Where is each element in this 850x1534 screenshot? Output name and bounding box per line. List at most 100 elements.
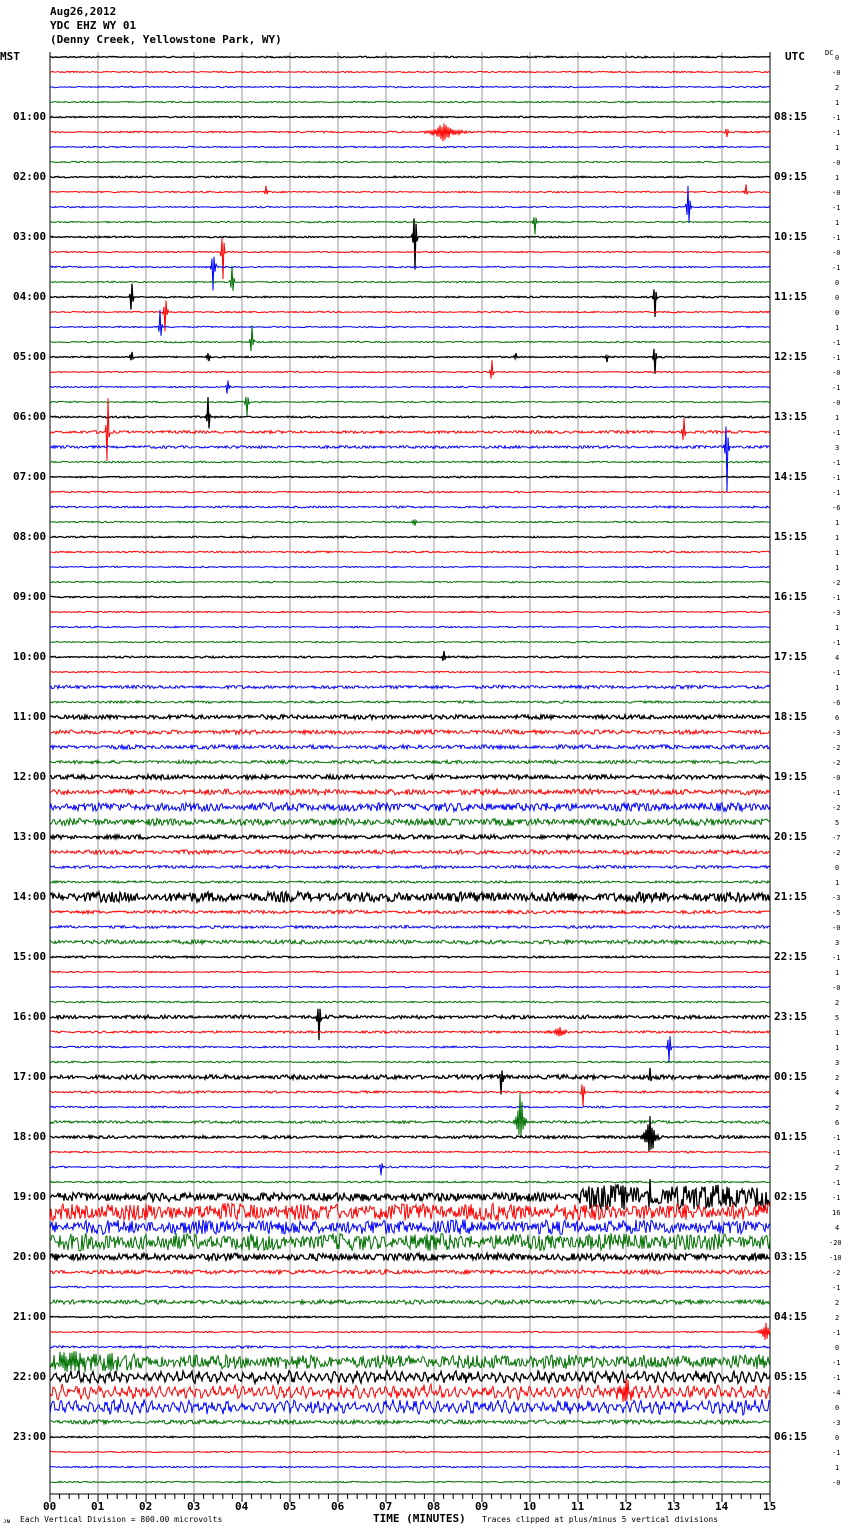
dc-offset-label: -0 <box>832 159 841 167</box>
trace-23 <box>49 396 771 417</box>
dc-offset-label: 1 <box>835 324 840 332</box>
utc-time-label: 11:15 <box>774 290 808 303</box>
trace-94 <box>49 1465 771 1469</box>
trace-63 <box>49 1000 771 1004</box>
trace-19 <box>49 325 771 352</box>
trace-46 <box>49 743 771 751</box>
trace-92 <box>49 1435 770 1439</box>
trace-64 <box>49 1008 771 1041</box>
x-tick-label: 13 <box>667 1500 681 1513</box>
utc-time-label: 16:15 <box>774 590 808 603</box>
trace-22 <box>49 380 770 394</box>
location-label: (Denny Creek, Yellowstone Park, WY) <box>50 33 282 46</box>
trace-13 <box>49 238 771 280</box>
trace-70 <box>49 1105 771 1109</box>
mst-time-label: 21:00 <box>13 1310 47 1323</box>
trace-88 <box>49 1368 771 1386</box>
dc-offset-label: -1 <box>832 594 841 602</box>
trace-8 <box>49 175 771 179</box>
dc-offset-label: 5 <box>835 1014 840 1022</box>
dc-offset-label: -2 <box>832 804 841 812</box>
dc-offset-label: -0 <box>832 69 841 77</box>
utc-time-label: 03:15 <box>774 1250 808 1263</box>
dc-offset-label: 3 <box>835 444 840 452</box>
trace-25 <box>49 398 771 462</box>
dc-offset-label: 2 <box>835 84 840 92</box>
trace-77 <box>49 1201 771 1222</box>
trace-73 <box>49 1150 771 1154</box>
x-tick-label: 06 <box>331 1500 345 1513</box>
trace-31 <box>49 518 770 526</box>
dc-offset-label: 1 <box>835 144 840 152</box>
trace-34 <box>49 565 770 569</box>
dc-offset-label: -0 <box>832 189 841 197</box>
trace-27 <box>50 460 771 464</box>
trace-49 <box>49 787 771 797</box>
trace-33 <box>50 550 771 554</box>
dc-offset-label: 1 <box>835 969 840 977</box>
utc-axis-title: UTC <box>785 50 805 63</box>
trace-66 <box>49 1036 771 1063</box>
dc-offset-label: 0 <box>835 309 840 317</box>
dc-offset-label: 3 <box>835 1059 840 1067</box>
dc-offset-label: 0 <box>835 279 840 287</box>
trace-71 <box>49 1092 771 1139</box>
trace-37 <box>49 610 771 614</box>
trace-47 <box>49 758 771 766</box>
trace-67 <box>49 1060 771 1064</box>
dc-offset-label: 1 <box>835 684 840 692</box>
trace-55 <box>49 879 771 885</box>
dc-offset-label: -1 <box>832 429 841 437</box>
trace-81 <box>49 1268 771 1276</box>
utc-time-label: 17:15 <box>774 650 808 663</box>
dc-offset-label: 1 <box>835 879 840 887</box>
trace-78 <box>49 1218 771 1236</box>
utc-time-label: 18:15 <box>774 710 808 723</box>
dc-offset-label: -10 <box>829 1254 842 1262</box>
dc-offset-label: -1 <box>832 339 841 347</box>
trace-68 <box>49 1067 771 1095</box>
dc-offset-label: -1 <box>832 489 841 497</box>
mst-time-label: 05:00 <box>13 350 47 363</box>
dc-offset-label: -1 <box>832 1194 841 1202</box>
trace-26 <box>49 426 771 493</box>
dc-offset-label: -1 <box>832 354 841 362</box>
dc-offset-label: -6 <box>832 504 841 512</box>
trace-3 <box>49 100 771 104</box>
mst-time-label: 20:00 <box>13 1250 47 1263</box>
x-tick-label: 00 <box>43 1500 57 1513</box>
trace-89 <box>49 1378 771 1403</box>
dc-offset-label: 6 <box>835 714 840 722</box>
dc-offset-label: 0 <box>835 54 840 62</box>
dc-offset-label: 2 <box>835 999 840 1007</box>
dc-offset-label: 1 <box>835 219 840 227</box>
utc-time-label: 10:15 <box>774 230 808 243</box>
dc-offset-label: -2 <box>832 759 841 767</box>
trace-57 <box>49 908 771 916</box>
x-tick-label: 14 <box>715 1500 729 1513</box>
trace-9 <box>50 184 771 195</box>
trace-38 <box>49 625 771 629</box>
trace-48 <box>49 772 771 782</box>
mst-time-label: 23:00 <box>13 1430 47 1443</box>
mst-time-label: 09:00 <box>13 590 47 603</box>
x-tick-label: 03 <box>187 1500 201 1513</box>
dc-offset-label: -1 <box>832 234 841 242</box>
dc-offset-label: 4 <box>835 654 840 662</box>
trace-35 <box>49 580 771 584</box>
trace-79 <box>49 1232 771 1252</box>
trace-5 <box>49 123 771 142</box>
dc-offset-label: -3 <box>832 729 841 737</box>
mst-time-label: 14:00 <box>13 890 47 903</box>
dc-offset-label: -1 <box>832 114 841 122</box>
mst-time-label: 18:00 <box>13 1130 47 1143</box>
trace-42 <box>49 683 771 691</box>
trace-4 <box>49 115 771 119</box>
x-tick-label: 07 <box>379 1500 393 1513</box>
trace-83 <box>49 1298 771 1306</box>
trace-43 <box>49 699 771 705</box>
dc-offset-label: 1 <box>835 1029 840 1037</box>
dc-offset-label: -1 <box>832 1149 841 1157</box>
mst-time-label: 08:00 <box>13 530 47 543</box>
